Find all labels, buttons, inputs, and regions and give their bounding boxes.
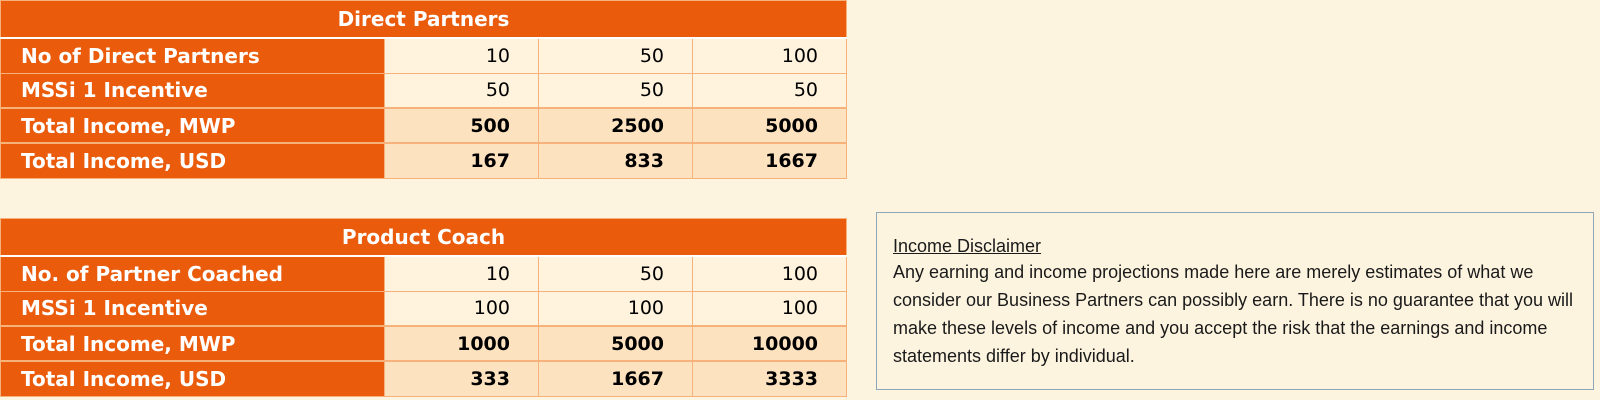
total-value: 1667	[692, 142, 847, 179]
total-value: 10000	[691, 325, 848, 362]
total-value: 333	[384, 360, 539, 397]
total-value: 5000	[538, 325, 693, 362]
row-label: Total Income, USD	[0, 142, 385, 179]
table-header-row: Direct Partners	[0, 0, 847, 39]
cell-value: 50	[538, 72, 693, 109]
total-value: 1000	[384, 325, 539, 362]
cell-value: 50	[538, 37, 693, 74]
table-row: No of Direct Partners 10 50 100	[0, 37, 847, 74]
disclaimer-title: Income Disclaimer	[893, 236, 1042, 256]
disclaimer-body: Any earning and income projections made …	[893, 262, 1574, 366]
cell-value: 100	[692, 37, 847, 74]
cell-value: 10	[384, 255, 539, 292]
cell-value: 100	[384, 290, 539, 327]
total-value: 5000	[692, 107, 847, 144]
cell-value: 50	[384, 72, 539, 109]
row-label: Total Income, MWP	[0, 107, 385, 144]
row-label: Total Income, USD	[0, 360, 385, 397]
total-value: 1667	[538, 360, 693, 397]
cell-value: 50	[538, 255, 693, 292]
income-disclaimer-box: Income Disclaimer Any earning and income…	[876, 212, 1594, 390]
total-row: Total Income, MWP 1000 5000 10000	[0, 325, 848, 362]
cell-value: 100	[691, 255, 848, 292]
product-coach-title: Product Coach	[0, 218, 848, 257]
direct-partners-title: Direct Partners	[0, 0, 847, 39]
table-row: MSSi 1 Incentive 50 50 50	[0, 72, 847, 109]
total-row: Total Income, USD 167 833 1667	[0, 142, 847, 179]
direct-partners-table: Direct Partners No of Direct Partners 10…	[0, 0, 847, 179]
row-label: No of Direct Partners	[0, 37, 385, 74]
row-label: No. of Partner Coached	[0, 255, 385, 292]
total-row: Total Income, USD 333 1667 3333	[0, 360, 848, 397]
row-label: Total Income, MWP	[0, 325, 385, 362]
total-value: 500	[384, 107, 539, 144]
cell-value: 100	[538, 290, 693, 327]
row-label: MSSi 1 Incentive	[0, 290, 385, 327]
cell-value: 10	[384, 37, 539, 74]
total-value: 833	[538, 142, 693, 179]
total-value: 167	[384, 142, 539, 179]
total-row: Total Income, MWP 500 2500 5000	[0, 107, 847, 144]
cell-value: 50	[692, 72, 847, 109]
row-label: MSSi 1 Incentive	[0, 72, 385, 109]
table-header-row: Product Coach	[0, 218, 848, 257]
total-value: 2500	[538, 107, 693, 144]
table-row: No. of Partner Coached 10 50 100	[0, 255, 848, 292]
product-coach-table: Product Coach No. of Partner Coached 10 …	[0, 218, 848, 397]
total-value: 3333	[691, 360, 848, 397]
cell-value: 100	[691, 290, 848, 327]
table-row: MSSi 1 Incentive 100 100 100	[0, 290, 848, 327]
